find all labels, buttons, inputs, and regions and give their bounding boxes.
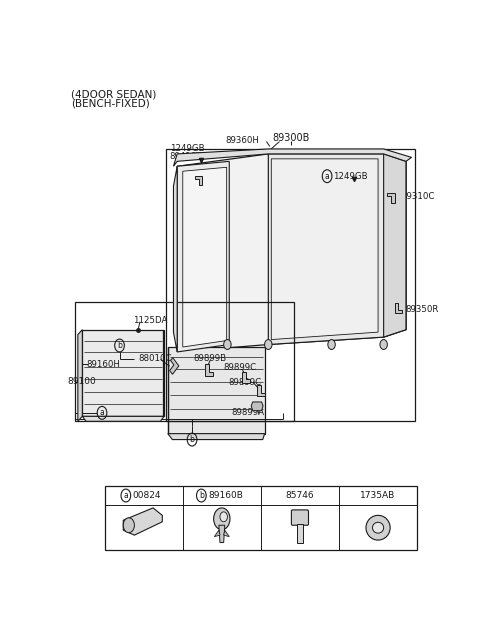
Polygon shape <box>251 402 263 411</box>
Text: 00824: 00824 <box>132 491 161 500</box>
Polygon shape <box>219 525 225 543</box>
Polygon shape <box>384 154 406 337</box>
Text: a: a <box>100 408 105 417</box>
Ellipse shape <box>366 515 390 540</box>
Text: 89310C: 89310C <box>401 192 435 201</box>
Text: 89899B: 89899B <box>193 354 226 363</box>
Polygon shape <box>224 530 229 537</box>
Text: 89360H: 89360H <box>226 136 259 145</box>
Polygon shape <box>195 176 202 185</box>
Text: 89350R: 89350R <box>405 305 439 314</box>
Bar <box>297 524 302 543</box>
Polygon shape <box>215 530 220 537</box>
Circle shape <box>123 518 134 532</box>
Polygon shape <box>395 303 402 313</box>
Bar <box>166 149 415 421</box>
Circle shape <box>380 340 387 350</box>
Text: 1249GB: 1249GB <box>170 144 204 153</box>
Polygon shape <box>271 159 378 340</box>
Text: a: a <box>325 172 329 181</box>
Polygon shape <box>177 161 229 352</box>
Circle shape <box>328 340 335 350</box>
Text: (4DOOR SEDAN): (4DOOR SEDAN) <box>71 89 156 100</box>
Polygon shape <box>78 330 83 421</box>
Text: 85746: 85746 <box>286 491 314 500</box>
Polygon shape <box>83 330 164 416</box>
Polygon shape <box>173 149 411 167</box>
Text: 89899A: 89899A <box>231 408 264 417</box>
Text: b: b <box>199 491 204 500</box>
FancyBboxPatch shape <box>291 510 309 525</box>
Polygon shape <box>177 154 406 352</box>
Text: b: b <box>117 341 122 350</box>
Polygon shape <box>173 167 177 352</box>
Text: 1125DA: 1125DA <box>132 316 167 325</box>
Text: 1249GB: 1249GB <box>334 172 368 181</box>
Text: 1735AB: 1735AB <box>360 491 396 500</box>
Circle shape <box>224 340 231 350</box>
Polygon shape <box>168 347 264 433</box>
Polygon shape <box>183 167 227 347</box>
Circle shape <box>220 512 228 521</box>
Polygon shape <box>168 433 264 440</box>
Circle shape <box>214 508 230 530</box>
Text: (BENCH-FIXED): (BENCH-FIXED) <box>71 98 150 109</box>
Polygon shape <box>205 364 213 376</box>
Text: 89899C: 89899C <box>228 377 262 386</box>
Ellipse shape <box>372 522 384 533</box>
Circle shape <box>264 340 272 350</box>
Polygon shape <box>257 385 265 396</box>
Polygon shape <box>169 358 179 374</box>
Polygon shape <box>268 154 406 345</box>
Text: 89899C: 89899C <box>224 363 257 372</box>
Text: 89300B: 89300B <box>272 132 310 143</box>
Text: 88010C: 88010C <box>138 354 172 363</box>
Text: 89160B: 89160B <box>208 491 243 500</box>
Text: a: a <box>123 491 128 500</box>
Polygon shape <box>83 416 164 421</box>
Polygon shape <box>387 193 395 203</box>
Polygon shape <box>242 372 250 383</box>
Bar <box>105 485 417 550</box>
Text: 89100: 89100 <box>67 377 96 386</box>
Text: 89410E: 89410E <box>170 152 203 161</box>
Text: b: b <box>190 435 194 444</box>
Bar <box>75 302 294 421</box>
Polygon shape <box>123 508 162 535</box>
Text: 89160H: 89160H <box>87 360 120 369</box>
